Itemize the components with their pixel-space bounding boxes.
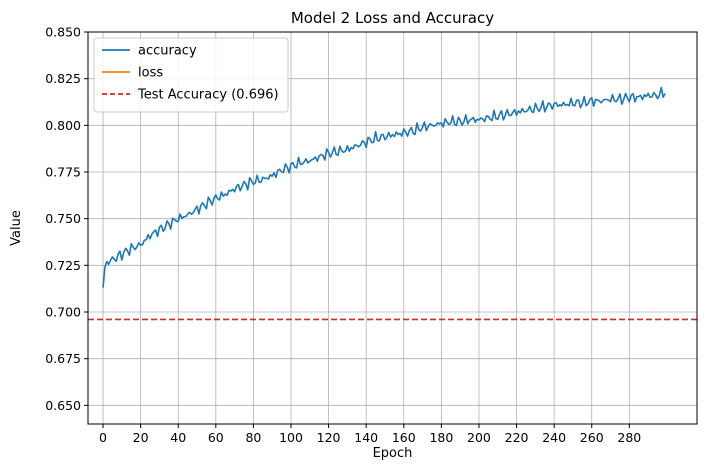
x-tick-label: 220: [505, 430, 529, 445]
x-tick-label: 260: [580, 430, 604, 445]
x-tick-label: 200: [467, 430, 491, 445]
y-tick-label: 0.750: [45, 211, 81, 226]
x-tick-label: 100: [279, 430, 303, 445]
y-tick-label: 0.850: [45, 25, 81, 40]
x-tick-label: 180: [429, 430, 453, 445]
legend-box: [93, 37, 289, 113]
series-line-accuracy: [102, 86, 666, 288]
x-tick-label: 80: [245, 430, 261, 445]
x-tick-label: 60: [208, 430, 224, 445]
legend-label: accuracy: [138, 44, 197, 59]
x-tick-label: 120: [317, 430, 341, 445]
y-tick-label: 0.675: [45, 351, 81, 366]
chart-title: Model 2 Loss and Accuracy: [291, 9, 494, 27]
x-tick-label: 280: [617, 430, 641, 445]
y-axis-label: Value: [9, 210, 24, 246]
y-tick-label: 0.800: [45, 118, 81, 133]
x-tick-label: 160: [392, 430, 416, 445]
series-lines: [102, 86, 666, 288]
y-tick-label: 0.725: [45, 258, 81, 273]
x-axis-ticks: 0 20 40 60 80 100 120 140 160 180 200 220 240 260 280: [99, 424, 641, 445]
x-tick-label: 240: [542, 430, 566, 445]
x-tick-label: 40: [170, 430, 186, 445]
x-tick-label: 140: [354, 430, 378, 445]
y-tick-label: 0.825: [45, 71, 81, 86]
y-axis-ticks: 0.650 0.675 0.700 0.725 0.750 0.775 0.800 0.825…: [45, 25, 88, 413]
grid: [88, 31, 697, 424]
x-axis-label: Epoch: [373, 446, 413, 461]
y-tick-label: 0.700: [45, 305, 81, 320]
x-tick-label: 20: [133, 430, 149, 445]
legend-label: Test Accuracy (0.696): [137, 88, 279, 103]
plot-frame: [87, 31, 698, 425]
y-tick-label: 0.650: [45, 398, 81, 413]
legend: accuracy loss Test Accuracy (0.696): [93, 37, 289, 113]
y-tick-label: 0.775: [45, 165, 81, 180]
legend-label: loss: [138, 66, 163, 81]
x-tick-label: 0: [99, 430, 107, 445]
